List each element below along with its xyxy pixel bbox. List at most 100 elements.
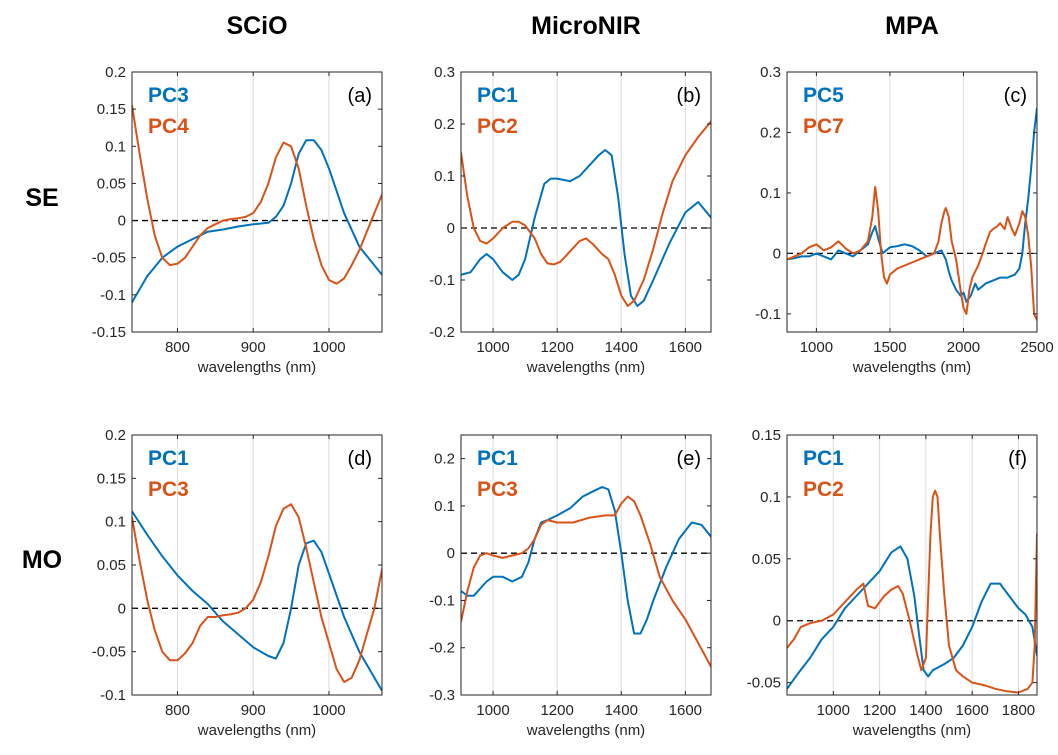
y-tick-label: -0.05 bbox=[747, 675, 781, 692]
y-tick-label: 0.2 bbox=[105, 427, 126, 444]
y-tick-label: 0.1 bbox=[760, 489, 781, 506]
legend-entry-pc1: PC1 bbox=[477, 84, 518, 107]
axis-box bbox=[786, 71, 1038, 333]
y-tick-label: 0.15 bbox=[97, 470, 126, 487]
y-tick-label: 0 bbox=[773, 245, 781, 262]
y-tick-label: 0 bbox=[447, 220, 455, 237]
y-tick-label: 0.15 bbox=[97, 101, 126, 118]
legend-entry-pc4: PC4 bbox=[148, 115, 189, 138]
y-tick-label: -0.3 bbox=[429, 687, 455, 704]
y-tick-label: -0.1 bbox=[429, 592, 455, 609]
x-tick-label: 1000 bbox=[817, 702, 850, 719]
axis-box bbox=[131, 71, 383, 333]
y-tick-label: -0.1 bbox=[100, 287, 126, 304]
x-axis-label: wavelengths (nm) bbox=[852, 359, 971, 376]
y-tick-label: 0.1 bbox=[434, 168, 455, 185]
row-label-se: SE bbox=[25, 184, 58, 212]
x-tick-label: 800 bbox=[165, 339, 190, 356]
x-tick-label: 1400 bbox=[605, 702, 638, 719]
y-tick-label: -0.1 bbox=[755, 306, 781, 323]
series-line-pc7 bbox=[787, 185, 1037, 321]
y-tick-label: -0.1 bbox=[100, 687, 126, 704]
y-tick-label: -0.05 bbox=[92, 250, 126, 267]
y-tick-label: 0.3 bbox=[434, 64, 455, 81]
chart-panel: 1000 1200 1400 1600 -0.3 -0.2 -0.1 0 0.1 0.2 wavel… bbox=[429, 434, 712, 739]
x-axis-label: wavelengths (nm) bbox=[852, 722, 971, 739]
chart-panel: 1000 1500 2000 2500 -0.1 0 0.1 0.2 0.3 wavelength… bbox=[755, 64, 1054, 376]
x-tick-label: 1600 bbox=[955, 702, 988, 719]
axis-box bbox=[786, 434, 1038, 696]
legend-entry-pc3: PC3 bbox=[477, 478, 518, 501]
x-tick-label: 1200 bbox=[540, 339, 573, 356]
series-line-pc1 bbox=[132, 510, 382, 692]
legend-entry-pc1: PC1 bbox=[148, 447, 189, 470]
panels: 800 900 1000 -0.15 -0.1 -0.05 0 0.05 0.1 0.15 0.2 w… bbox=[92, 64, 1054, 739]
legend-entry-pc2: PC2 bbox=[477, 115, 518, 138]
x-tick-label: 2000 bbox=[947, 339, 980, 356]
y-tick-label: 0.15 bbox=[752, 427, 781, 444]
series-line-pc2 bbox=[461, 120, 711, 307]
series-line-pc1 bbox=[461, 486, 711, 635]
x-tick-label: 800 bbox=[165, 702, 190, 719]
x-tick-label: 1000 bbox=[476, 702, 509, 719]
panel-letter: (a) bbox=[348, 85, 372, 107]
x-tick-label: 1400 bbox=[909, 702, 942, 719]
series-line-pc3 bbox=[461, 495, 711, 668]
panel-letter: (c) bbox=[1004, 85, 1027, 107]
x-axis-label: wavelengths (nm) bbox=[526, 359, 645, 376]
series-line-pc3 bbox=[132, 503, 382, 683]
y-tick-label: -0.1 bbox=[429, 272, 455, 289]
series-line-pc3 bbox=[132, 139, 382, 304]
series-line-pc1 bbox=[787, 545, 1037, 690]
panel-letter: (e) bbox=[677, 448, 701, 470]
y-tick-label: 0.05 bbox=[97, 557, 126, 574]
legend-entry-pc1: PC1 bbox=[477, 447, 518, 470]
row-label-mo: MO bbox=[22, 546, 62, 574]
axis-box bbox=[460, 71, 712, 333]
x-tick-label: 2500 bbox=[1020, 339, 1053, 356]
chart-panel: 1000 1200 1400 1600 1800 -0.05 0 0.05 0.1 0.15 wav… bbox=[747, 427, 1038, 739]
y-tick-label: -0.15 bbox=[92, 324, 126, 341]
axis-box bbox=[460, 434, 712, 696]
y-tick-label: 0.1 bbox=[760, 185, 781, 202]
x-tick-label: 1600 bbox=[669, 339, 702, 356]
column-title-micronir: MicroNIR bbox=[531, 12, 641, 40]
series-line-pc1 bbox=[461, 149, 711, 307]
x-tick-label: 1400 bbox=[605, 339, 638, 356]
chart-panel: 800 900 1000 -0.15 -0.1 -0.05 0 0.05 0.1 0.15 0.2 w… bbox=[92, 64, 383, 376]
x-tick-label: 1800 bbox=[1002, 702, 1035, 719]
y-tick-label: -0.2 bbox=[429, 640, 455, 657]
x-tick-label: 900 bbox=[241, 702, 266, 719]
legend-entry-pc2: PC2 bbox=[803, 478, 844, 501]
chart-panel: 1000 1200 1400 1600 -0.2 -0.1 0 0.1 0.2 0.3 wavele… bbox=[429, 64, 712, 376]
panel-letter: (f) bbox=[1008, 448, 1027, 470]
y-tick-label: 0.05 bbox=[97, 175, 126, 192]
series-line-pc4 bbox=[132, 104, 382, 285]
y-tick-label: 0.2 bbox=[434, 116, 455, 133]
y-tick-label: 0.1 bbox=[434, 498, 455, 515]
y-tick-label: 0.2 bbox=[760, 124, 781, 141]
legend-entry-pc3: PC3 bbox=[148, 84, 189, 107]
legend-entry-pc7: PC7 bbox=[803, 115, 844, 138]
y-tick-label: 0 bbox=[118, 600, 126, 617]
x-tick-label: 1200 bbox=[863, 702, 896, 719]
panel-letter: (b) bbox=[677, 85, 701, 107]
x-tick-label: 1000 bbox=[800, 339, 833, 356]
legend-entry-pc1: PC1 bbox=[803, 447, 844, 470]
x-tick-label: 900 bbox=[241, 339, 266, 356]
x-tick-label: 1000 bbox=[312, 702, 345, 719]
y-tick-label: 0.1 bbox=[105, 138, 126, 155]
column-title-scio: SCiO bbox=[226, 12, 287, 40]
y-tick-label: 0.05 bbox=[752, 551, 781, 568]
series-line-pc2 bbox=[787, 489, 1037, 694]
y-tick-label: 0.3 bbox=[760, 64, 781, 81]
chart-panel: 800 900 1000 -0.1 -0.05 0 0.05 0.1 0.15 0.2 wavele… bbox=[92, 427, 383, 739]
column-title-mpa: MPA bbox=[885, 12, 939, 40]
x-axis-label: wavelengths (nm) bbox=[197, 722, 316, 739]
y-tick-label: -0.05 bbox=[92, 644, 126, 661]
y-tick-label: 0 bbox=[118, 213, 126, 230]
legend-entry-pc3: PC3 bbox=[148, 478, 189, 501]
x-axis-label: wavelengths (nm) bbox=[197, 359, 316, 376]
x-tick-label: 1500 bbox=[873, 339, 906, 356]
